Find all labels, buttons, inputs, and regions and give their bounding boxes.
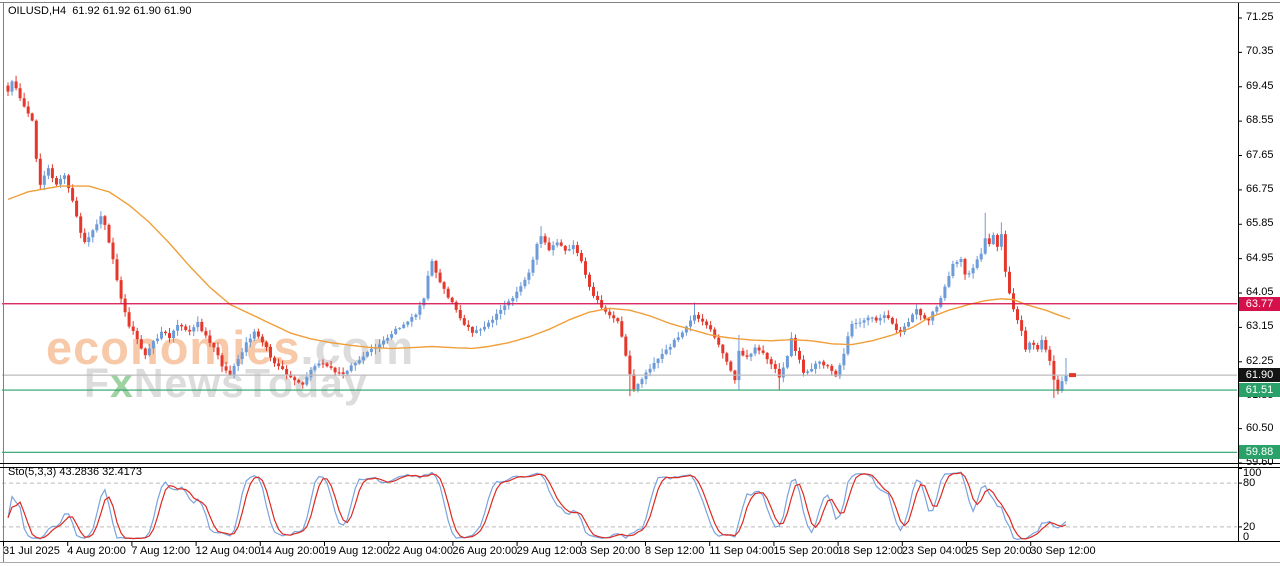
time-tick-label: 22 Aug 04:00 [388, 545, 454, 557]
price-tick-label: 64.95 [1246, 251, 1274, 264]
price-tick-label: 69.45 [1246, 79, 1274, 92]
price-tick-label: 59.60 [1246, 456, 1274, 468]
price-tick-label: 62.25 [1246, 354, 1274, 367]
indicator-tick-label: 80 [1243, 477, 1256, 490]
price-badge-support2: 59.88 [1239, 445, 1280, 459]
time-tick-label: 15 Sep 20:00 [773, 545, 839, 557]
price-tick-label: 68.55 [1246, 114, 1274, 127]
time-tick-label: 19 Aug 12:00 [324, 545, 389, 557]
price-tick-label: 66.75 [1246, 182, 1274, 195]
price-tick-label: 65.85 [1246, 217, 1274, 230]
price-badge-support1: 61.51 [1239, 383, 1280, 397]
time-tick-label: 25 Sep 20:00 [966, 545, 1032, 557]
time-tick-label: 12 Aug 04:00 [195, 545, 261, 557]
time-tick-label: 29 Aug 12:00 [516, 545, 582, 557]
price-tick-label: 64.05 [1246, 286, 1274, 299]
price-tick-label: 70.35 [1246, 45, 1274, 58]
price-badge-resistance: 63.77 [1239, 297, 1280, 311]
price-tick-label: 60.50 [1246, 421, 1274, 434]
time-tick-label: 14 Aug 20:00 [259, 545, 325, 557]
price-tick-label: 67.65 [1246, 148, 1274, 161]
price-badge-current: 61.90 [1239, 368, 1280, 382]
time-tick-label: 26 Aug 20:00 [452, 545, 518, 557]
stochastic-label: Sto(5,3,3) 43.2836 32.4173 [8, 466, 142, 478]
indicator-tick-label: 20 [1243, 520, 1256, 533]
time-tick-label: 7 Aug 12:00 [131, 545, 191, 557]
time-tick-label: 31 Jul 2025 [3, 545, 60, 557]
symbol-name: OILUSD,H4 [8, 5, 67, 17]
price-tick-label: 63.15 [1246, 320, 1274, 333]
time-tick-label: 30 Sep 12:00 [1030, 545, 1096, 557]
indicator-tick-label: 100 [1243, 467, 1262, 479]
time-tick-label: 18 Sep 12:00 [837, 545, 904, 557]
symbol-ohlc-label: OILUSD,H4 61.92 61.92 61.90 61.90 [8, 5, 191, 17]
time-tick-label: 4 Aug 20:00 [67, 545, 126, 557]
indicator-tick-label: 0 [1243, 531, 1250, 543]
time-tick-label: 3 Sep 20:00 [580, 545, 641, 557]
time-tick-label: 11 Sep 04:00 [709, 545, 774, 557]
time-tick-label: 8 Sep 12:00 [645, 545, 705, 557]
ohlc-quotes: 61.92 61.92 61.90 61.90 [72, 5, 192, 17]
price-tick-label: 71.25 [1246, 11, 1274, 23]
time-tick-label: 23 Sep 04:00 [901, 545, 968, 557]
